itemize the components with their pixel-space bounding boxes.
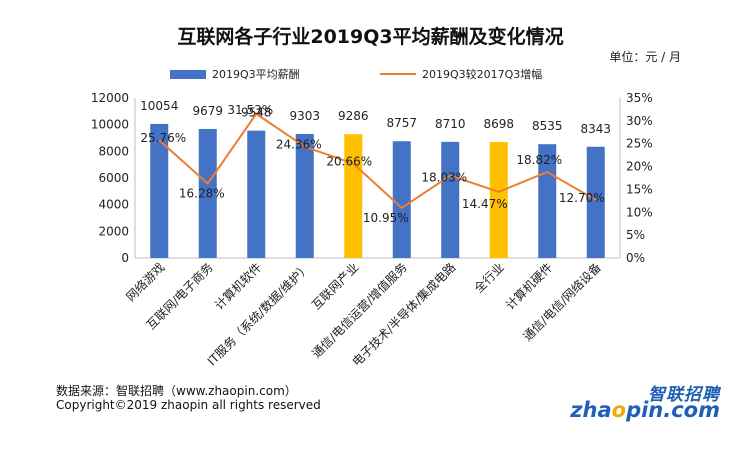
legend-swatch-line	[380, 73, 416, 75]
bar-value-label: 8757	[386, 116, 417, 130]
legend-swatch-bar	[170, 69, 206, 79]
line-value-label: 12.70%	[559, 191, 605, 205]
line-value-label: 18.82%	[516, 153, 562, 167]
bar	[150, 123, 169, 259]
bar	[247, 130, 266, 258]
y-right-tick-label: 25%	[626, 137, 653, 151]
chart-title: 互联网各子行业2019Q3平均薪酬及变化情况	[177, 26, 564, 48]
y-left-tick-label: 2000	[98, 224, 129, 238]
data-source: 数据来源：智联招聘（www.zhaopin.com）	[56, 384, 297, 398]
y-left-tick-label: 8000	[98, 144, 129, 158]
logo-en-c: pin.com	[626, 398, 720, 422]
y-left-tick-label: 10000	[91, 118, 129, 132]
x-tick-label: 全行业	[471, 260, 507, 296]
x-tick-label: 网络游戏	[123, 260, 168, 305]
y-right-tick-label: 30%	[626, 114, 653, 128]
x-tick-label: 计算机硬件	[502, 260, 555, 313]
line-value-label: 16.28%	[179, 187, 225, 201]
bar-value-label: 9303	[289, 109, 320, 123]
line-value-label: 31.53%	[227, 103, 273, 117]
bar	[538, 144, 557, 258]
y-right-tick-label: 5%	[626, 228, 645, 242]
y-right-tick-label: 10%	[626, 205, 653, 219]
y-right-tick-label: 15%	[626, 182, 653, 196]
bar-value-label: 8343	[580, 122, 611, 136]
y-left-tick-label: 4000	[98, 198, 129, 212]
bar	[344, 134, 363, 258]
unit-label: 单位：元 / 月	[609, 50, 681, 64]
zhaopin-logo: 智联招聘 zhaopin.com	[570, 380, 724, 428]
legend-label-growth: 2019Q3较2017Q3增幅	[422, 68, 543, 81]
bar	[198, 128, 217, 258]
line-value-label: 20.66%	[326, 155, 372, 169]
bar-value-label: 8710	[435, 117, 466, 131]
y-right-tick-label: 35%	[626, 91, 653, 105]
bar	[295, 133, 314, 258]
line-value-label: 10.95%	[363, 211, 409, 225]
x-tick-label: 互联网产业	[309, 260, 361, 312]
bar-value-label: 10054	[140, 99, 178, 113]
copyright: Copyright©2019 zhaopin all rights reserv…	[56, 398, 321, 412]
bar-value-label: 9548	[241, 106, 272, 120]
bar	[441, 141, 460, 258]
y-right-tick-label: 0%	[626, 251, 645, 265]
logo-en: zhaopin.com	[570, 398, 720, 422]
y-right-tick-label: 20%	[626, 160, 653, 174]
x-tick-label: 计算机软件	[211, 260, 264, 313]
legend-label-salary: 2019Q3平均薪酬	[212, 68, 300, 81]
x-tick-label: 通信/电信运营/增值服务	[309, 260, 410, 361]
bar	[586, 146, 605, 258]
line-value-label: 14.47%	[462, 197, 508, 211]
bar	[489, 142, 508, 258]
line-value-label: 24.36%	[276, 138, 322, 152]
logo-cn: 智联招聘	[648, 385, 720, 405]
bar-value-label: 8698	[483, 117, 514, 131]
y-left-tick-label: 12000	[91, 91, 129, 105]
bar-value-label: 9679	[192, 104, 223, 118]
line-value-label: 25.76%	[140, 131, 186, 145]
growth-line	[158, 112, 597, 209]
line-value-label: 18.03%	[421, 171, 467, 185]
legend-item-growth: 2019Q3较2017Q3增幅	[380, 66, 542, 82]
logo-en-b: o	[611, 398, 627, 422]
y-left-tick-label: 6000	[98, 171, 129, 185]
y-left-tick-label: 0	[121, 251, 129, 265]
bar-value-label: 9286	[338, 109, 369, 123]
bar	[392, 141, 411, 258]
logo-en-a: zha	[570, 398, 612, 422]
legend-item-salary: 2019Q3平均薪酬	[170, 66, 300, 82]
bar-value-label: 8535	[532, 119, 563, 133]
